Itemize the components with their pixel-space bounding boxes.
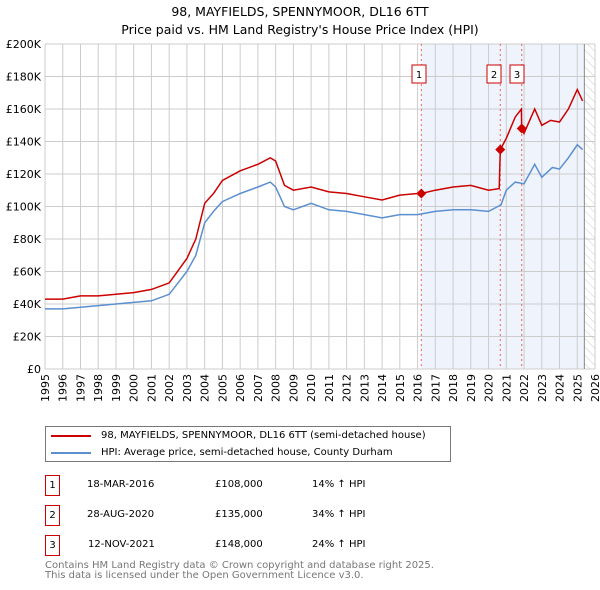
x-tick-label: 2023 [536, 374, 549, 402]
x-tick-label: 2007 [252, 374, 265, 402]
x-tick-label: 2014 [376, 374, 389, 402]
sale-price: £108,000 [215, 479, 263, 490]
y-tick-label: £180K [6, 71, 42, 84]
x-tick-label: 2022 [518, 374, 531, 402]
y-tick-label: £40K [13, 298, 42, 311]
x-tick-label: 2001 [145, 374, 158, 402]
chart-title: 98, MAYFIELDS, SPENNYMOOR, DL16 6TT Pric… [0, 3, 600, 39]
y-tick-label: £160K [6, 103, 42, 116]
sale-hpi: 24% ↑ HPI [312, 539, 366, 550]
x-tick-label: 1998 [92, 374, 105, 402]
x-tick-label: 2005 [216, 374, 229, 402]
sale-date: 28-AUG-2020 [87, 509, 155, 520]
sale-hpi: 14% ↑ HPI [312, 479, 366, 490]
x-tick-label: 1997 [74, 374, 87, 402]
x-tick-label: 2018 [447, 374, 460, 402]
sale-date: 12-NOV-2021 [88, 539, 155, 550]
title-line: 98, MAYFIELDS, SPENNYMOOR, DL16 6TT [171, 4, 429, 19]
x-tick-label: 2024 [554, 374, 567, 402]
x-tick-label: 2010 [305, 374, 318, 402]
sale-number: 3 [45, 535, 60, 556]
y-tick-label: £0 [27, 363, 41, 376]
sale-label: 3 [514, 70, 520, 81]
y-tick-label: £60K [13, 266, 42, 279]
x-tick-label: 2003 [181, 374, 194, 402]
sale-row: 1 18-MAR-2016 £108,000 14% ↑ HPI [45, 475, 445, 497]
x-tick-label: 2025 [571, 374, 584, 402]
x-tick-label: 2011 [323, 374, 336, 402]
y-tick-label: £200K [6, 38, 42, 51]
footer-line: Contains HM Land Registry data © Crown c… [45, 560, 434, 571]
sale-label-box [411, 64, 427, 84]
x-tick-label: 2015 [394, 374, 407, 402]
x-tick-label: 2026 [589, 374, 600, 402]
x-tick-label: 1999 [110, 374, 123, 402]
x-tick-label: 2006 [234, 374, 247, 402]
x-tick-label: 2012 [341, 374, 354, 402]
sale-row: 3 12-NOV-2021 £148,000 24% ↑ HPI [45, 535, 445, 557]
sale-point [516, 123, 527, 134]
sale-label-box [486, 64, 502, 84]
sale-point [495, 144, 506, 155]
sale-number: 1 [45, 475, 60, 496]
subtitle-line: Price paid vs. HM Land Registry's House … [121, 22, 479, 37]
x-tick-label: 2009 [287, 374, 300, 402]
x-tick-label: 2002 [163, 374, 176, 402]
y-tick-label: £140K [6, 136, 42, 149]
sale-date: 18-MAR-2016 [87, 479, 155, 490]
legend-swatch [51, 451, 91, 454]
x-tick-label: 2008 [270, 374, 283, 402]
sale-point [416, 188, 427, 199]
sale-hpi: 34% ↑ HPI [312, 509, 366, 520]
sale-label: 1 [416, 70, 422, 81]
sale-row: 2 28-AUG-2020 £135,000 34% ↑ HPI [45, 505, 445, 527]
legend: 98, MAYFIELDS, SPENNYMOOR, DL16 6TT (sem… [45, 426, 451, 462]
y-tick-label: £120K [6, 168, 42, 181]
footer-line: This data is licensed under the Open Gov… [45, 570, 364, 581]
x-tick-label: 1996 [57, 374, 70, 402]
x-tick-label: 2017 [429, 374, 442, 402]
sale-number: 2 [45, 505, 60, 526]
legend-item-property: 98, MAYFIELDS, SPENNYMOOR, DL16 6TT (sem… [51, 430, 426, 441]
x-tick-label: 2000 [128, 374, 141, 402]
sale-label-box [509, 64, 525, 84]
x-tick-label: 2020 [483, 374, 496, 402]
y-tick-label: £100K [6, 201, 42, 214]
legend-swatch [51, 434, 91, 437]
x-tick-label: 2019 [465, 374, 478, 402]
sale-price: £135,000 [215, 509, 263, 520]
legend-item-hpi: HPI: Average price, semi-detached house,… [51, 447, 393, 458]
x-tick-label: 2013 [358, 374, 371, 402]
x-tick-label: 2021 [500, 374, 513, 402]
x-tick-label: 1995 [39, 374, 52, 402]
y-tick-label: £20K [13, 331, 42, 344]
sale-label: 2 [491, 70, 497, 81]
legend-label: 98, MAYFIELDS, SPENNYMOOR, DL16 6TT (sem… [101, 430, 426, 441]
y-tick-label: £80K [13, 233, 42, 246]
x-tick-label: 2004 [199, 374, 212, 402]
legend-label: HPI: Average price, semi-detached house,… [101, 447, 393, 458]
x-tick-label: 2016 [412, 374, 425, 402]
sale-price: £148,000 [215, 539, 263, 550]
hpi-line [45, 143, 584, 310]
footer: Contains HM Land Registry data © Crown c… [45, 561, 434, 581]
plot-area: 1995 1996 1997 1998 1999 2000 2001 2002 2003 2004… [6, 38, 600, 402]
